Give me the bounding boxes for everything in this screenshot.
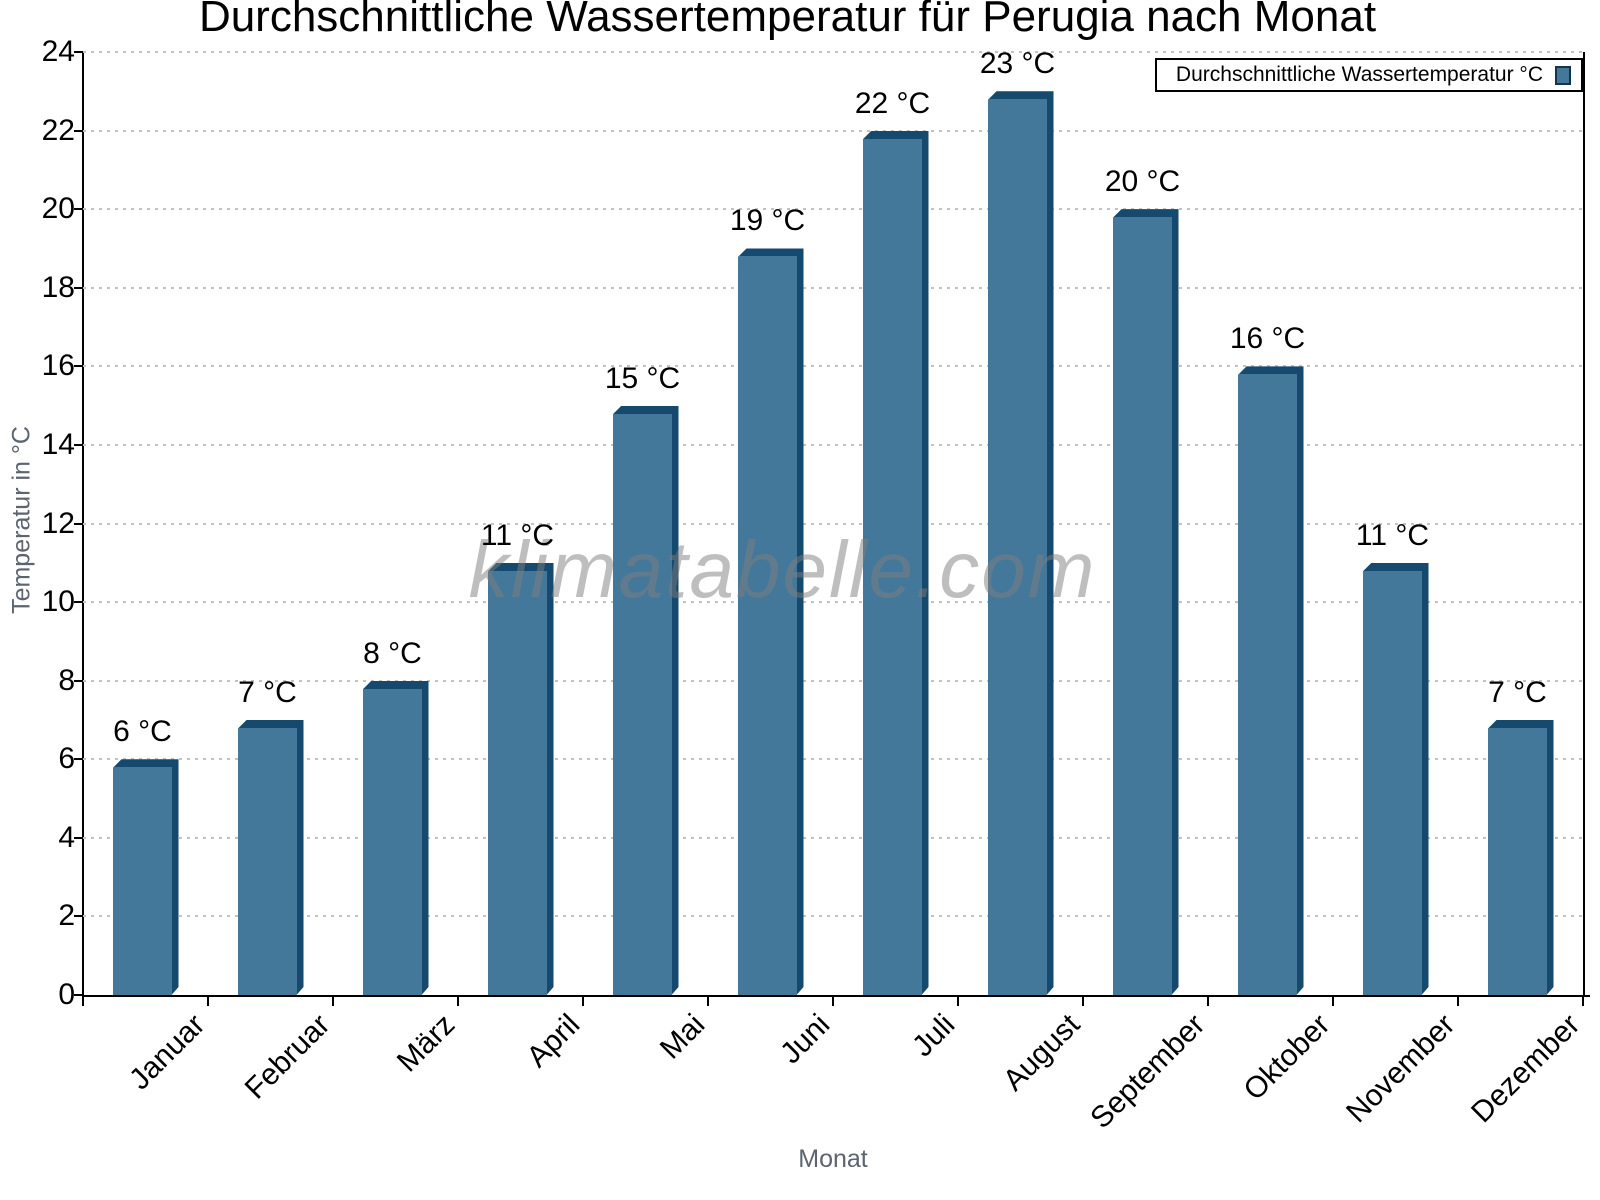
- y-tick: [74, 994, 83, 996]
- x-tick: [957, 996, 959, 1006]
- bar-märz: [363, 681, 429, 995]
- bar-januar: [113, 759, 179, 995]
- value-label-juli: 22 °C: [854, 86, 931, 120]
- gridline-y-2: [83, 915, 1583, 918]
- y-tick-label: 22: [41, 113, 75, 147]
- x-tick: [457, 996, 459, 1006]
- y-tick-label: 18: [41, 270, 75, 304]
- bar-face: [1488, 728, 1547, 995]
- bar-face: [113, 767, 172, 995]
- legend-label: Durchschnittliche Wassertemperatur °C: [1175, 63, 1543, 86]
- bar-face: [363, 689, 422, 995]
- y-tick-label: 8: [58, 663, 75, 697]
- gridline-y-4: [83, 836, 1583, 839]
- gridline-y-12: [83, 522, 1583, 525]
- x-tick: [1582, 996, 1584, 1006]
- y-tick-label: 0: [58, 978, 75, 1011]
- y-tick: [74, 679, 83, 682]
- value-label-april: 11 °C: [480, 518, 555, 552]
- y-tick-label: 24: [41, 35, 75, 68]
- gridline-y-22: [83, 129, 1583, 132]
- y-tick-label: 14: [41, 427, 75, 461]
- y-tick: [74, 522, 83, 525]
- bar-juli: [863, 131, 929, 995]
- legend: Durchschnittliche Wassertemperatur °C: [1155, 58, 1583, 92]
- gridline-y-14: [83, 443, 1583, 446]
- bar-juni: [738, 248, 804, 995]
- bar-face: [488, 571, 547, 995]
- y-axis-line: [82, 52, 84, 997]
- y-tick: [74, 51, 83, 53]
- bar-oktober: [1238, 366, 1304, 995]
- gridline-y-6: [83, 758, 1583, 761]
- x-tick: [1082, 996, 1084, 1006]
- bar-mai: [613, 406, 679, 995]
- value-label-mai: 15 °C: [604, 361, 681, 395]
- y-tick: [74, 365, 83, 368]
- x-tick: [832, 996, 834, 1006]
- x-tick: [1457, 996, 1459, 1006]
- bar-face: [238, 728, 297, 995]
- value-label-september: 20 °C: [1104, 165, 1181, 199]
- bar-face: [1363, 571, 1422, 995]
- gridline-y-8: [83, 679, 1583, 682]
- bar-dezember: [1488, 720, 1554, 995]
- y-tick: [74, 208, 83, 211]
- bar-face: [1113, 217, 1172, 995]
- bar-face: [863, 139, 922, 995]
- y-tick: [74, 601, 83, 604]
- y-tick-label: 4: [58, 820, 75, 854]
- bar-august: [988, 91, 1054, 995]
- bar-face: [613, 414, 672, 995]
- bar-februar: [238, 720, 304, 995]
- x-tick: [207, 996, 209, 1006]
- gridline-y-20: [83, 208, 1583, 211]
- y-tick-label: 20: [41, 192, 75, 226]
- bar-face: [988, 99, 1047, 995]
- value-label-märz: 8 °C: [363, 636, 422, 670]
- y-tick-label: 2: [58, 899, 75, 933]
- value-label-oktober: 16 °C: [1229, 322, 1306, 356]
- bar-face: [1238, 374, 1297, 995]
- y-tick-label: 16: [41, 349, 75, 383]
- y-tick: [74, 758, 83, 761]
- y-tick-label: 12: [41, 506, 75, 540]
- x-axis-title: Monat: [798, 1145, 868, 1173]
- x-axis-line: [82, 995, 1590, 997]
- y-tick-label: 6: [58, 742, 75, 776]
- bar-face: [738, 256, 797, 995]
- x-tick: [1207, 996, 1209, 1006]
- chart-title: Durchschnittliche Wassertemperatur für P…: [198, 0, 1377, 41]
- gridline-y-16: [83, 365, 1583, 368]
- gridline-y-18: [83, 286, 1583, 289]
- gridline-y-10: [83, 601, 1583, 604]
- x-tick: [707, 996, 709, 1006]
- legend-swatch-icon: [1555, 65, 1571, 85]
- y-tick-label: 10: [41, 585, 75, 619]
- y-tick: [74, 836, 83, 839]
- bar-september: [1113, 209, 1179, 995]
- value-label-juni: 19 °C: [729, 204, 806, 238]
- x-tick: [582, 996, 584, 1006]
- plot-right-border: [1583, 52, 1585, 997]
- bar-november: [1363, 563, 1429, 995]
- value-label-dezember: 7 °C: [1488, 675, 1547, 709]
- y-tick: [74, 443, 83, 446]
- y-tick: [74, 129, 83, 132]
- value-label-november: 11 °C: [1355, 518, 1430, 552]
- x-tick: [1332, 996, 1334, 1006]
- value-label-januar: 6 °C: [113, 715, 172, 749]
- x-tick: [332, 996, 334, 1006]
- gridline-y-24: [83, 51, 1583, 53]
- x-tick: [82, 996, 84, 1006]
- y-tick: [74, 915, 83, 918]
- bar-april: [488, 563, 554, 995]
- value-label-august: 23 °C: [979, 47, 1056, 81]
- y-tick: [74, 286, 83, 289]
- value-label-februar: 7 °C: [238, 675, 297, 709]
